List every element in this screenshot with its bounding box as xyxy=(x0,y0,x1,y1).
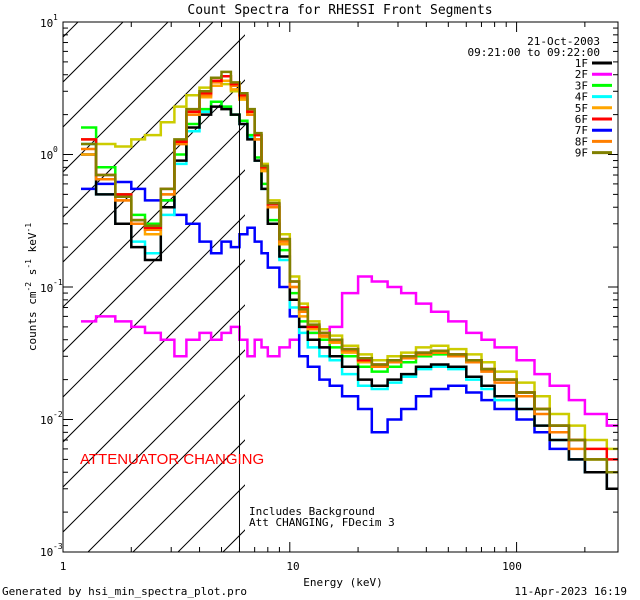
series-line-3F xyxy=(81,100,618,474)
plot-frame xyxy=(62,21,619,553)
attenuator-status-note: Att CHANGING, FDecim 3 xyxy=(249,516,395,529)
legend-label-3F: 3F xyxy=(575,79,588,92)
legend-label-4F: 4F xyxy=(575,91,588,104)
hatch-line xyxy=(177,484,245,552)
hatch-line xyxy=(63,79,245,263)
legend-label-5F: 5F xyxy=(575,102,588,115)
y-tick-label-1em1: 10 -1 xyxy=(40,278,63,295)
x-tick-label-100: 100 xyxy=(502,560,522,573)
svg-text:10: 10 xyxy=(40,149,53,162)
series-line-1F xyxy=(81,105,618,491)
svg-text:0: 0 xyxy=(53,145,58,154)
attenuator-hatch-region xyxy=(63,22,245,552)
series-line-7F xyxy=(81,180,618,491)
y-tick-label-1e1: 10 1 xyxy=(40,13,58,30)
series-line-reference xyxy=(81,82,618,451)
y-tick-label-1e0: 10 0 xyxy=(40,145,58,162)
svg-text:-3: -3 xyxy=(53,542,63,551)
footer-date-stamp: 11-Apr-2023 16:19 xyxy=(514,585,627,598)
hatch-line xyxy=(63,22,79,38)
attenuator-changing-label: ATTENUATOR CHANGING xyxy=(80,451,264,468)
series-line-9F xyxy=(81,70,618,474)
hatch-line xyxy=(63,349,245,533)
series-line-4F xyxy=(81,100,618,491)
hatch-line xyxy=(63,259,245,443)
axis-ticks xyxy=(62,22,618,553)
x-tick-label-1: 1 xyxy=(60,560,67,573)
hatch-line xyxy=(63,34,245,218)
y-tick-label-1em3: 10 -3 xyxy=(40,542,63,559)
chart-title: Count Spectra for RHESSI Front Segments xyxy=(187,3,492,18)
hatch-line xyxy=(63,214,245,398)
legend-label-9F: 9F xyxy=(575,147,588,160)
observation-time-range: 09:21:00 to 09:22:00 xyxy=(468,46,600,59)
svg-text:10: 10 xyxy=(40,414,53,427)
svg-text:1: 1 xyxy=(53,13,58,22)
legend-label-2F: 2F xyxy=(575,68,588,81)
legend-label-1F: 1F xyxy=(575,57,588,70)
observation-date: 21-Oct-2003 xyxy=(527,35,600,48)
hatch-line xyxy=(63,22,169,128)
svg-text:-2: -2 xyxy=(53,410,63,419)
hatch-line xyxy=(132,439,245,552)
x-tick-label-10: 10 xyxy=(286,560,299,573)
footer-generated-by: Generated by hsi_min_spectra_plot.pro xyxy=(2,585,247,598)
svg-text:10: 10 xyxy=(40,17,53,30)
hatch-line xyxy=(63,124,245,308)
legend-label-7F: 7F xyxy=(575,124,588,137)
background-note: Includes Background xyxy=(249,505,375,518)
hatch-line xyxy=(63,22,124,83)
legend-label-6F: 6F xyxy=(575,113,588,126)
hatch-line xyxy=(63,304,245,488)
svg-text:10: 10 xyxy=(40,546,53,559)
y-tick-label-1em2: 10 -2 xyxy=(40,410,63,427)
hatch-line xyxy=(63,169,245,353)
hatch-line xyxy=(63,22,214,173)
svg-text:10: 10 xyxy=(40,282,53,295)
y-axis-label: counts cm-2 s-1 keV-1 xyxy=(24,223,39,351)
hatch-line xyxy=(87,394,245,552)
svg-text:-1: -1 xyxy=(53,278,63,287)
series-layer xyxy=(81,70,618,491)
legend-label-8F: 8F xyxy=(575,135,588,148)
x-axis-label: Energy (keV) xyxy=(303,576,382,589)
